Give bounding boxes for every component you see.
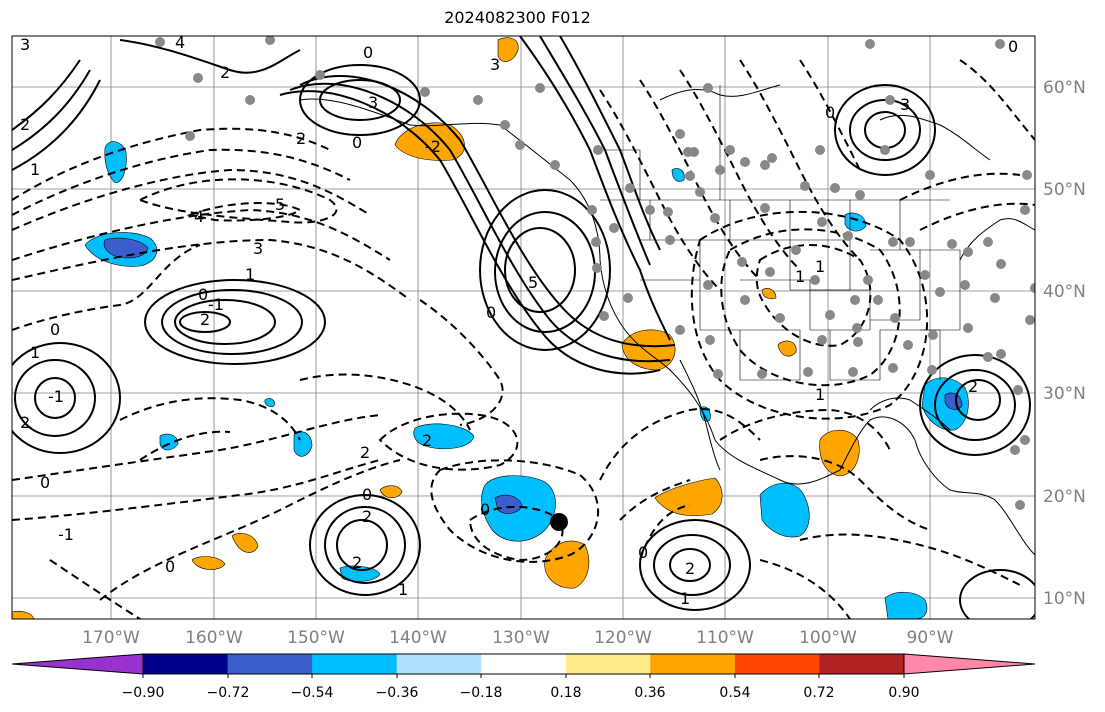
- contour-label: -2: [425, 137, 441, 156]
- contour-label: 0: [40, 473, 50, 492]
- colorbar-swatch: [227, 654, 313, 674]
- colorbar-ticks: [142, 674, 905, 678]
- contour-label: 0: [480, 500, 490, 519]
- lon-label: 120°W: [594, 628, 652, 648]
- contour-label: 2: [352, 553, 362, 572]
- longitude-axis: 170°W 160°W 150°W 140°W 130°W 120°W 110°…: [82, 628, 954, 648]
- contour-label: 2: [20, 115, 30, 134]
- contour-label: 3: [900, 95, 910, 114]
- contour-label: 1: [815, 385, 825, 404]
- lat-label: 50°N: [1043, 180, 1086, 200]
- contour-label: 2: [422, 431, 432, 450]
- contour-label: 1: [245, 265, 255, 284]
- contour-label: 1: [30, 160, 40, 179]
- colorbar-tick-label: 0.54: [719, 685, 750, 701]
- contour-label: -1: [58, 525, 74, 544]
- colorbar-swatch: [312, 654, 398, 674]
- lat-label: 30°N: [1043, 384, 1086, 404]
- contour-label: 0: [486, 303, 496, 322]
- contour-label: 0: [198, 285, 208, 304]
- contour-label: 5: [528, 273, 538, 292]
- colorbar-outline-right: [903, 653, 1036, 675]
- colorbar-swatch: [650, 654, 736, 674]
- contour-label: 0: [165, 557, 175, 576]
- map-area: 3 4 2 2 1 3 0 -2 3 0 2 4 5 3 1 5 0 0 2 -…: [12, 33, 1035, 619]
- dashed-contours: [12, 59, 1035, 619]
- colorbar-swatch: [12, 654, 143, 674]
- colorbar-tick-label: 0.90: [888, 685, 919, 701]
- colorbar-tick-label: 0.72: [803, 685, 834, 701]
- colorbar-tick-label: 0.36: [634, 685, 665, 701]
- contour-label: 2: [362, 507, 372, 526]
- colorbar-swatch: [734, 654, 820, 674]
- map-title: 2024082300 F012: [444, 8, 591, 27]
- lat-label: 10°N: [1043, 589, 1086, 609]
- contour-label: 3: [490, 55, 500, 74]
- contour-label: 1: [680, 589, 690, 608]
- colorbar-tick-label: −0.90: [122, 685, 165, 701]
- contour-label: 2: [220, 63, 230, 82]
- contour-label: 0: [352, 133, 362, 152]
- colorbar-tick-label: 0.18: [550, 685, 581, 701]
- contour-label: -1: [208, 295, 224, 314]
- lon-label: 100°W: [799, 628, 857, 648]
- lat-label: 20°N: [1043, 487, 1086, 507]
- lat-label: 40°N: [1043, 282, 1086, 302]
- lon-label: 140°W: [389, 628, 447, 648]
- lon-label: 130°W: [492, 628, 550, 648]
- colorbar-swatch: [904, 654, 1035, 674]
- lon-label: 160°W: [185, 628, 243, 648]
- contour-label: 0: [362, 485, 372, 504]
- contour-label: 2: [296, 129, 306, 148]
- contour-label: 2: [685, 559, 695, 578]
- colorbar-swatch: [396, 654, 482, 674]
- lat-label: 60°N: [1043, 78, 1086, 98]
- contour-label: 3: [20, 35, 30, 54]
- contour-label: 1: [398, 580, 408, 599]
- contour-label: 4: [194, 207, 204, 226]
- colorbar: −0.90 −0.72 −0.54 −0.36 −0.18 0.18 0.36 …: [11, 653, 1036, 701]
- contour-label: 2: [200, 310, 210, 329]
- colorbar-tick-label: −0.54: [291, 685, 334, 701]
- lon-label: 90°W: [907, 628, 954, 648]
- colorbar-tick-label: −0.72: [207, 685, 250, 701]
- contour-label: 0: [638, 543, 648, 562]
- contour-label: 0: [1008, 37, 1018, 56]
- latitude-axis: 60°N 50°N 40°N 30°N 20°N 10°N: [1043, 78, 1086, 609]
- lon-label: 170°W: [82, 628, 140, 648]
- contour-label: 3: [253, 239, 263, 258]
- contour-label: 2: [20, 413, 30, 432]
- colorbar-tick-label: −0.36: [376, 685, 419, 701]
- contour-label: 1: [815, 257, 825, 276]
- colorbar-swatches: [12, 654, 1035, 674]
- contour-label: 3: [368, 93, 378, 112]
- storm-center-marker: [550, 513, 568, 531]
- map-frame: [11, 35, 1036, 620]
- contour-label: 2: [968, 377, 978, 396]
- contour-labels: 3 4 2 2 1 3 0 -2 3 0 2 4 5 3 1 5 0 0 2 -…: [20, 33, 1018, 608]
- contour-label: 0: [50, 320, 60, 339]
- colorbar-swatch: [481, 654, 567, 674]
- colorbar-swatch: [819, 654, 905, 674]
- lon-label: 150°W: [287, 628, 345, 648]
- contour-label: 5: [275, 195, 285, 214]
- contour-label: 0: [825, 103, 835, 122]
- station-dots: [155, 36, 1035, 510]
- contour-label: 4: [175, 33, 185, 52]
- lon-label: 110°W: [696, 628, 754, 648]
- colorbar-swatch: [565, 654, 651, 674]
- contour-label: 0: [363, 43, 373, 62]
- contour-label: -1: [48, 387, 64, 406]
- colorbar-tick-label: −0.18: [460, 685, 503, 701]
- contour-label: 1: [30, 343, 40, 362]
- contour-label: 2: [360, 443, 370, 462]
- contour-label: 1: [795, 267, 805, 286]
- colorbar-swatch: [143, 654, 229, 674]
